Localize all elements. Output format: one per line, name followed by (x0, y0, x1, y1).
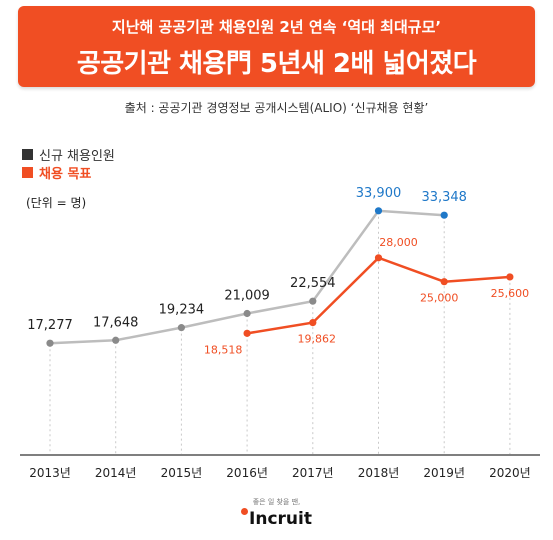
legend-label-target: 채용 목표 (39, 166, 92, 182)
logo-dot-icon (241, 508, 249, 515)
hires-point (374, 207, 383, 215)
x-tick-label: 2020년 (489, 466, 531, 480)
target-point (506, 273, 514, 281)
target-point (440, 278, 448, 286)
target-point (374, 254, 383, 262)
hires-point (309, 297, 317, 305)
hires-data-label: 17,648 (93, 315, 139, 330)
incruit-logo: Incruit (241, 508, 312, 529)
x-tick-label: 2018년 (358, 466, 400, 480)
x-tick-label: 2019년 (423, 466, 465, 480)
x-tick-label: 2016년 (226, 466, 268, 480)
banner-subtitle: 지난해 공공기관 채용인원 2년 연속 ‘역대 최대규모’ (111, 18, 442, 36)
target-data-label: 19,862 (298, 333, 337, 346)
title-banner: 지난해 공공기관 채용인원 2년 연속 ‘역대 최대규모’ 공공기관 채용門 5… (18, 6, 535, 87)
hires-point (440, 211, 448, 219)
hires-data-label: 22,554 (290, 276, 336, 291)
legend-item-hires: 신규 채용인원 (22, 145, 115, 164)
logo-text: Incruit (249, 509, 312, 529)
target-point (309, 319, 317, 327)
legend-swatch-hires (22, 148, 33, 160)
target-data-label: 25,600 (491, 287, 530, 300)
target-point (243, 329, 251, 337)
target-data-label: 28,000 (379, 236, 418, 249)
x-tick-label: 2013년 (29, 466, 71, 480)
hires-data-label: 33,348 (421, 190, 467, 205)
legend-item-target: 채용 목표 (22, 163, 115, 182)
x-tick-label: 2014년 (95, 466, 137, 480)
footer: 좋은 일 찾을 땐, Incruit (0, 497, 553, 529)
x-tick-label: 2017년 (292, 466, 334, 480)
hires-data-label: 33,900 (356, 186, 402, 201)
hires-point (243, 309, 251, 318)
hires-data-label: 21,009 (224, 288, 270, 303)
target-data-label: 18,518 (204, 343, 243, 356)
source-note: 출처 : 공공기관 경영정보 공개시스템(ALIO) ‘신규채용 현황’ (124, 101, 429, 115)
hires-data-label: 17,277 (27, 318, 73, 333)
hires-point (46, 339, 54, 347)
legend: 신규 채용인원 채용 목표 (22, 145, 115, 182)
banner-title: 공공기관 채용門 5년새 2배 넓어졌다 (76, 49, 477, 79)
hires-point (112, 336, 120, 344)
footer-tagline: 좋은 일 찾을 땐, (252, 498, 301, 506)
legend-label-hires: 신규 채용인원 (39, 148, 115, 164)
unit-label: (단위 = 명) (26, 196, 87, 210)
legend-swatch-target (22, 166, 33, 178)
target-data-label: 25,000 (420, 292, 459, 305)
hires-point (177, 324, 185, 332)
x-tick-label: 2015년 (161, 466, 203, 480)
hires-data-label: 19,234 (159, 303, 205, 318)
